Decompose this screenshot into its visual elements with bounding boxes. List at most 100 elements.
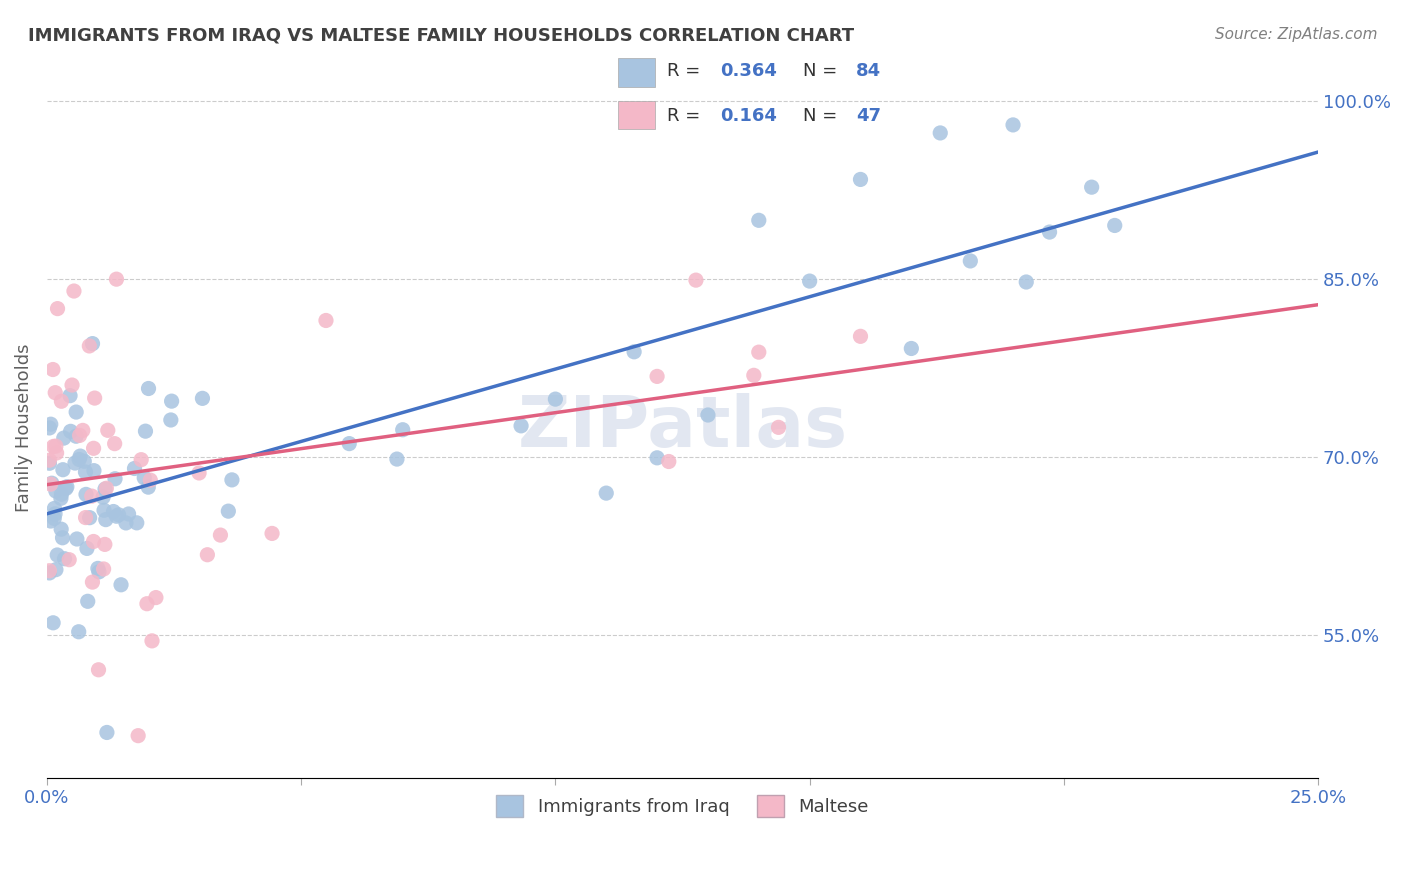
Point (59, 389, 82, 403)
Point (44, 507, 66, 521)
Point (1080, 180, 1102, 194)
Point (63, 284, 86, 298)
Point (76, 594, 98, 608)
Point (80, 489, 103, 503)
Point (742, 368, 765, 383)
Point (748, 213, 770, 227)
Point (697, 408, 720, 422)
Point (136, 597, 159, 611)
Text: IMMIGRANTS FROM IRAQ VS MALTESE FAMILY HOUSEHOLDS CORRELATION CHART: IMMIGRANTS FROM IRAQ VS MALTESE FAMILY H… (28, 27, 855, 45)
Point (82, 575, 104, 590)
Point (260, 526, 283, 541)
Point (87, 663, 110, 677)
Point (1104, 219, 1126, 233)
Point (45, 439, 67, 453)
Text: N =: N = (803, 62, 844, 80)
Point (45, 483, 67, 498)
Point (75, 487, 97, 501)
Point (103, 504, 125, 518)
Point (136, 480, 159, 494)
Point (391, 423, 413, 437)
Point (645, 369, 668, 384)
Point (39, 514, 62, 528)
Point (38, 566, 60, 580)
Point (195, 548, 218, 562)
Point (139, 473, 162, 487)
Point (44, 385, 66, 400)
Legend: Immigrants from Iraq, Maltese: Immigrants from Iraq, Maltese (489, 788, 876, 824)
Point (59, 425, 82, 439)
Point (623, 344, 645, 359)
Y-axis label: Family Households: Family Households (15, 343, 32, 512)
Point (96, 725, 118, 739)
Text: 47: 47 (856, 107, 882, 125)
Point (52, 463, 75, 477)
Point (44, 511, 66, 525)
Point (79, 339, 101, 353)
Point (42, 439, 65, 453)
Point (115, 516, 138, 530)
Point (51, 522, 73, 536)
Point (104, 436, 127, 450)
Point (799, 274, 821, 288)
Point (67, 624, 90, 639)
Point (124, 461, 146, 475)
Point (110, 578, 132, 592)
Point (45, 446, 67, 460)
Point (52, 431, 75, 445)
Point (209, 528, 232, 542)
Point (73, 454, 96, 468)
Point (93, 503, 115, 517)
Point (959, 254, 981, 268)
Point (69, 449, 91, 463)
Point (145, 591, 167, 605)
Point (544, 392, 567, 406)
Text: R =: R = (668, 107, 706, 125)
Point (658, 454, 681, 468)
Point (94, 482, 117, 496)
Point (66, 532, 89, 546)
Point (125, 516, 148, 530)
Text: ZIPatlas: ZIPatlas (517, 393, 848, 462)
Point (900, 342, 922, 356)
Point (75, 510, 97, 524)
Point (849, 329, 872, 343)
Point (510, 418, 533, 433)
Point (94, 513, 117, 527)
Point (849, 172, 872, 186)
FancyBboxPatch shape (617, 58, 655, 87)
Point (45, 563, 67, 577)
Text: N =: N = (803, 107, 844, 125)
Point (38, 456, 60, 470)
Point (82, 336, 104, 351)
Point (96, 481, 118, 495)
Point (46, 548, 69, 562)
Point (58, 552, 80, 566)
Point (385, 452, 408, 467)
Text: Source: ZipAtlas.com: Source: ZipAtlas.com (1215, 27, 1378, 42)
Point (67, 452, 90, 467)
Point (1015, 275, 1038, 289)
Point (127, 729, 149, 743)
Point (42, 615, 65, 630)
Point (42, 362, 65, 376)
Point (87, 561, 110, 575)
Point (685, 273, 707, 287)
Point (91, 490, 114, 504)
Point (191, 392, 214, 406)
Point (138, 382, 160, 396)
Point (83, 464, 105, 478)
Point (83, 391, 105, 405)
Point (69, 428, 91, 442)
Point (217, 504, 239, 518)
Point (645, 450, 668, 465)
Point (56, 480, 79, 494)
Point (51, 394, 73, 409)
Point (65, 405, 87, 419)
Point (134, 471, 156, 485)
Point (41, 476, 63, 491)
Point (93, 562, 115, 576)
Point (51, 531, 73, 545)
Point (60, 378, 83, 392)
Point (76, 541, 98, 556)
